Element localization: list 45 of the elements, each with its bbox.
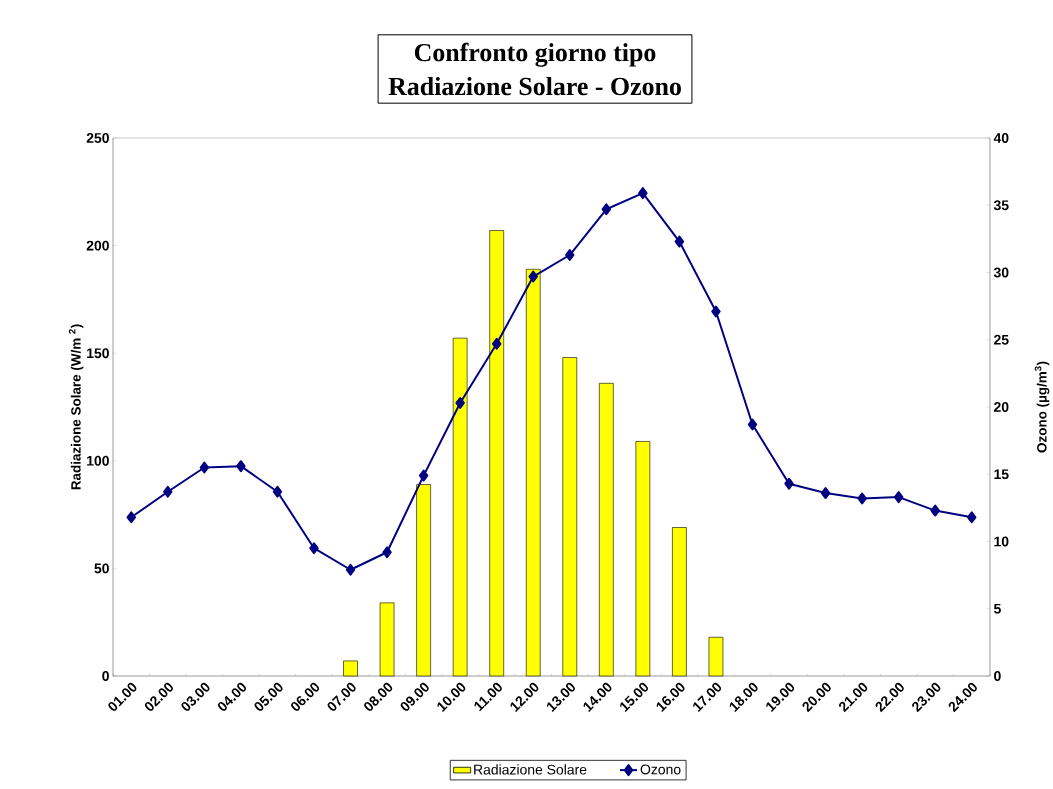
y2-tick-label: 30 bbox=[993, 267, 1009, 278]
point bbox=[784, 477, 794, 490]
y-axis-title: Radiazione Solare (W/m $^{2}$) bbox=[68, 324, 84, 490]
point bbox=[674, 235, 685, 248]
y2-tick-label: 35 bbox=[993, 200, 1009, 211]
y2-tick-label: 15 bbox=[994, 469, 1009, 480]
y2-tick-label: 5 bbox=[993, 603, 1001, 614]
point bbox=[199, 461, 210, 474]
point bbox=[747, 418, 758, 431]
point bbox=[163, 485, 173, 498]
point bbox=[967, 511, 977, 524]
y2-tick-label: 25 bbox=[994, 334, 1009, 345]
point bbox=[455, 396, 465, 409]
point bbox=[491, 337, 502, 350]
point bbox=[382, 546, 392, 559]
y2-tick-label: 20 bbox=[994, 402, 1009, 412]
legend-label: Ozono bbox=[640, 764, 681, 775]
point bbox=[857, 492, 867, 505]
y2-tick-label: 40 bbox=[993, 133, 1009, 143]
legend-label: Radiazione Solare bbox=[474, 764, 587, 775]
chart-subtitle: Radiazione Solare - Ozono bbox=[388, 76, 681, 96]
y-tick-label: 150 bbox=[87, 348, 109, 359]
y-tick-label: 250 bbox=[86, 133, 109, 143]
y-tick-label: 0 bbox=[102, 671, 109, 681]
point bbox=[236, 460, 246, 473]
point bbox=[638, 187, 648, 200]
y2-tick-label: 10 bbox=[994, 536, 1009, 547]
chart-title: Confronto giorno tipo bbox=[414, 42, 656, 67]
point bbox=[930, 504, 940, 517]
point bbox=[893, 491, 904, 504]
y-tick-label: 200 bbox=[86, 240, 109, 251]
point bbox=[418, 469, 429, 482]
point bbox=[528, 270, 538, 283]
point bbox=[711, 305, 721, 318]
point bbox=[309, 542, 319, 555]
point bbox=[345, 563, 356, 576]
point bbox=[601, 203, 612, 216]
point bbox=[272, 485, 283, 498]
point bbox=[820, 487, 831, 500]
y-tick-label: 100 bbox=[87, 455, 109, 466]
y2-axis-title: Ozono (µg/m$^{3}$) bbox=[1034, 361, 1050, 453]
y-tick-label: 50 bbox=[94, 563, 109, 574]
point bbox=[565, 249, 575, 261]
point bbox=[126, 511, 137, 524]
y2-tick-label: 0 bbox=[994, 671, 1001, 681]
